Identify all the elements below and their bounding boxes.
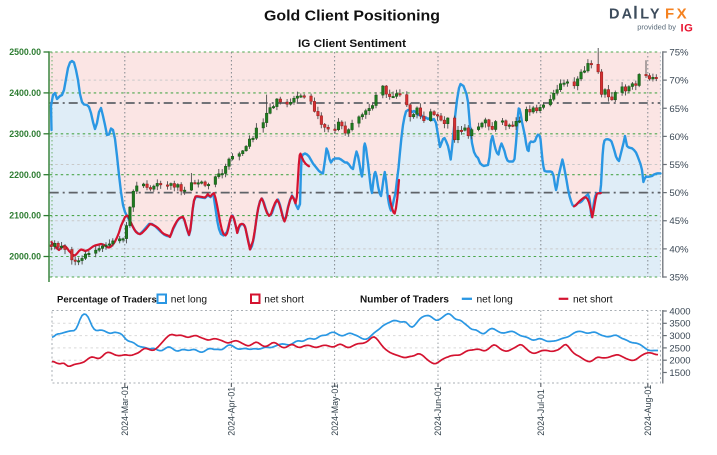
svg-text:2024-Jul-01: 2024-Jul-01 (536, 389, 546, 436)
svg-text:2400.00: 2400.00 (9, 88, 41, 98)
svg-text:DA: DA (609, 7, 634, 23)
svg-text:net short: net short (264, 295, 304, 306)
svg-text:2500.00: 2500.00 (9, 47, 41, 57)
svg-text:60%: 60% (669, 132, 689, 143)
svg-text:2000: 2000 (669, 356, 690, 367)
svg-text:1500: 1500 (669, 368, 690, 379)
svg-text:Percentage of Traders: Percentage of Traders (57, 295, 157, 306)
svg-text:2024-Jun-01: 2024-Jun-01 (433, 386, 443, 436)
svg-text:4000: 4000 (669, 306, 690, 317)
svg-text:2000.00: 2000.00 (9, 252, 41, 262)
svg-text:2500: 2500 (669, 343, 690, 354)
svg-text:net long: net long (477, 295, 514, 306)
svg-text:2100.00: 2100.00 (9, 211, 41, 221)
svg-text:50%: 50% (669, 188, 689, 199)
svg-text:45%: 45% (669, 216, 689, 227)
svg-text:Gold Client Positioning: Gold Client Positioning (264, 8, 440, 24)
svg-text:net short: net short (573, 295, 613, 306)
svg-text:2300.00: 2300.00 (9, 129, 41, 139)
svg-text:35%: 35% (669, 273, 689, 284)
svg-text:55%: 55% (669, 160, 689, 171)
svg-text:40%: 40% (669, 244, 689, 255)
svg-text:70%: 70% (669, 76, 689, 87)
svg-text:2024-May-01: 2024-May-01 (330, 384, 340, 436)
svg-text:2200.00: 2200.00 (9, 170, 41, 180)
svg-text:2024-Aug-01: 2024-Aug-01 (643, 385, 653, 436)
svg-text:IG Client Sentiment: IG Client Sentiment (298, 38, 406, 50)
svg-text:75%: 75% (669, 48, 689, 59)
svg-text:2024-Apr-01: 2024-Apr-01 (227, 387, 237, 436)
svg-text:3000: 3000 (669, 331, 690, 342)
svg-text:net long: net long (171, 295, 208, 306)
svg-text:Number of Traders: Number of Traders (360, 295, 449, 306)
svg-text:provided by: provided by (637, 23, 676, 32)
svg-text:3500: 3500 (669, 319, 690, 330)
svg-text:FX: FX (665, 6, 689, 23)
svg-text:65%: 65% (669, 104, 689, 115)
svg-text:IG: IG (681, 22, 694, 34)
svg-text:LY: LY (640, 7, 662, 23)
svg-text:2024-Mar-01: 2024-Mar-01 (120, 385, 130, 435)
